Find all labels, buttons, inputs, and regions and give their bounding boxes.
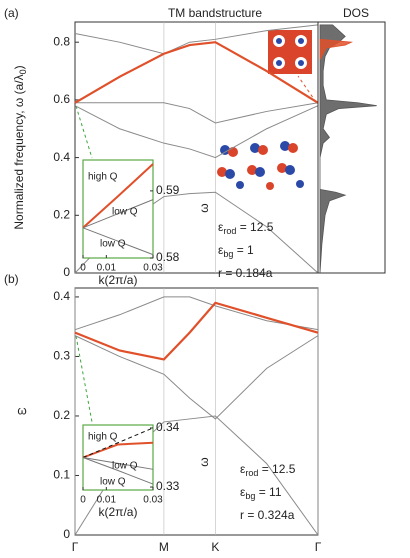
x-tick-label: Γ	[315, 540, 322, 554]
annotation: r = 0.324a	[240, 508, 295, 522]
band-line	[74, 301, 319, 361]
inset-line	[82, 227, 154, 256]
annotation-sub: bg	[245, 491, 255, 501]
annotation: εbg = 1	[218, 243, 254, 259]
annotation-sub: rod	[245, 468, 258, 478]
dos-area	[319, 24, 377, 274]
annotation-text: = 12.5	[236, 220, 273, 234]
inset-y-tick-label: 0.34	[156, 420, 180, 434]
annotation-text: ε	[218, 220, 224, 234]
band-line	[74, 24, 319, 55]
annotation-text: ε	[218, 243, 224, 257]
y-axis-label-text: )	[12, 65, 26, 69]
y-axis-label: ω	[17, 404, 26, 418]
band-line	[74, 105, 319, 159]
dos-title: DOS	[343, 6, 369, 20]
inset-x-label: k(2π/a)	[99, 273, 138, 287]
annotation-text: ε	[240, 485, 246, 499]
panel-label: (a)	[4, 6, 19, 20]
inset-label: low Q	[112, 207, 138, 218]
annotation-text: r = 0.324a	[240, 508, 295, 522]
inset-label: low Q	[100, 477, 126, 488]
y-tick-label: 0.2	[53, 207, 70, 221]
annotation-text: r = 0.184a	[218, 266, 273, 280]
x-tick-label: M	[159, 540, 169, 554]
arrows	[75, 75, 317, 423]
inset-x-tick-label: 0	[80, 495, 86, 506]
y-tick-label: 0	[63, 265, 70, 279]
annotation-text: = 1	[233, 243, 254, 257]
omega-label: ω	[197, 203, 211, 212]
inset-y-tick-label: 0.59	[156, 183, 180, 197]
annotation-sub: rod	[223, 226, 236, 236]
y-tick-label: 0	[63, 527, 70, 541]
inset-label: high Q	[88, 172, 118, 183]
dos-area	[319, 38, 354, 60]
y-axis-label: Normalized frequency, ω (a/λ0)	[12, 65, 28, 229]
inset-x-label: k(2π/a)	[99, 505, 138, 519]
field-pattern-middle	[217, 141, 304, 190]
annotation: r = 0.184a	[218, 266, 273, 280]
annotation-text: ε	[240, 462, 246, 476]
annotation-sub: bg	[223, 249, 233, 259]
inset-label: low Q	[100, 239, 126, 250]
x-tick-label: Γ	[72, 540, 79, 554]
y-tick-label: 0.4	[53, 150, 70, 164]
y-tick-label: 0.8	[53, 34, 70, 48]
chart-title: TM bandstructure	[168, 6, 262, 20]
y-axis-label-text: Normalized frequency, ω (a/λ	[12, 74, 26, 229]
y-tick-label: 0.4	[53, 289, 70, 303]
inset-x-tick-label: 0.01	[97, 495, 117, 506]
inset-x-tick-label: 0.01	[97, 263, 117, 274]
band-line	[74, 296, 319, 331]
band-line	[74, 335, 319, 420]
field-pattern-top	[268, 30, 312, 74]
inset-label: high Q	[88, 432, 118, 443]
inset-line	[82, 441, 154, 459]
inset-line	[82, 457, 154, 470]
omega-label: ω	[197, 457, 211, 466]
inset-y-tick-label: 0.33	[156, 479, 180, 493]
x-tick-label: K	[211, 540, 219, 554]
y-tick-label: 0.3	[53, 349, 70, 363]
annotation-text: = 11	[255, 485, 281, 499]
inset-line	[82, 427, 154, 458]
annotation-text: = 12.5	[258, 462, 295, 476]
y-tick-label: 0.6	[53, 92, 70, 106]
inset-line	[82, 457, 154, 485]
inset-y-tick-label: 0.58	[156, 250, 180, 264]
y-axis-label-sub: 0	[18, 69, 28, 74]
panel-label: (b)	[4, 272, 19, 286]
inset-x-tick-label: 0.03	[143, 495, 163, 506]
annotation: εbg = 11	[240, 485, 282, 501]
inset-x-tick-label: 0	[80, 263, 86, 274]
annotation: εrod = 12.5	[218, 220, 274, 236]
y-tick-label: 0.1	[53, 468, 70, 482]
band-line	[75, 102, 319, 124]
inset-line	[82, 199, 154, 229]
inset-label: low Q	[112, 461, 138, 472]
band-line	[74, 41, 319, 104]
inset-x-tick-label: 0.03	[143, 263, 163, 274]
annotation: εrod = 12.5	[240, 462, 296, 478]
dos-frame	[317, 21, 386, 274]
inset-line	[82, 163, 154, 229]
y-tick-label: 0.2	[53, 408, 70, 422]
